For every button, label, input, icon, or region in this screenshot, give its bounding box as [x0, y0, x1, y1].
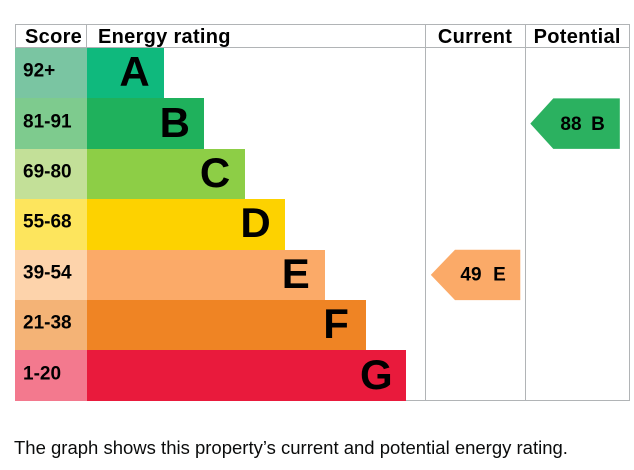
- svg-text:B: B: [591, 114, 605, 135]
- svg-text:49: 49: [460, 265, 481, 286]
- svg-text:E: E: [493, 265, 506, 286]
- svg-text:88: 88: [560, 114, 581, 135]
